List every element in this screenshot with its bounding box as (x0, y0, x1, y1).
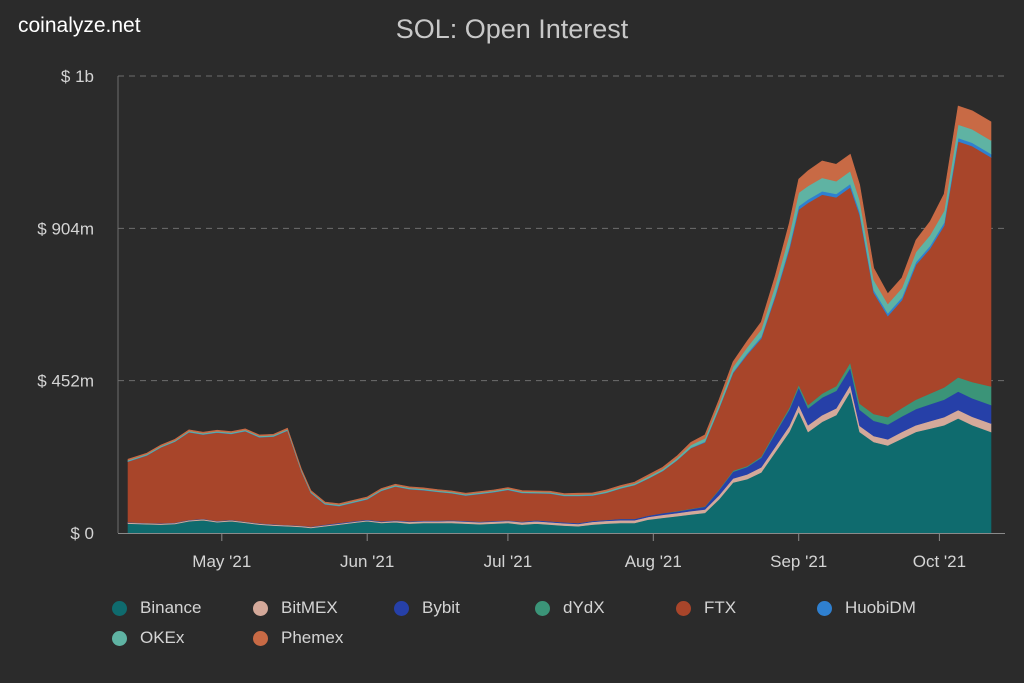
chart-title: SOL: Open Interest (395, 14, 629, 44)
legend-item-huobidm[interactable]: HuobiDM (817, 598, 958, 618)
x-tick-label: Aug '21 (625, 552, 682, 571)
legend-swatch-icon (112, 630, 127, 646)
x-tick-label: Jun '21 (340, 552, 394, 571)
y-tick-label: $ 0 (70, 524, 94, 543)
legend-swatch-icon (817, 600, 832, 616)
y-tick-label: $ 1b (61, 67, 94, 86)
legend-label: BitMEX (281, 598, 338, 617)
y-tick-label: $ 904m (37, 219, 94, 238)
legend-label: FTX (704, 598, 737, 617)
x-tick-label: Jul '21 (484, 552, 533, 571)
legend-label: Binance (140, 598, 202, 617)
stacked-areas (127, 105, 992, 534)
x-axis-ticks: May '21 Jun '21 Jul '21 Aug '21 Sep '21 Oct '… (192, 533, 966, 571)
legend-item-binance[interactable]: Binance (112, 598, 253, 618)
series-area-phemex (127, 105, 992, 505)
legend-swatch-icon (676, 600, 691, 616)
legend-item-bybit[interactable]: Bybit (394, 598, 535, 618)
legend-item-dydx[interactable]: dYdX (535, 598, 676, 618)
x-tick-label: May '21 (192, 552, 251, 571)
legend-swatch-icon (112, 600, 127, 616)
legend-item-okex[interactable]: OKEx (112, 628, 253, 648)
legend-swatch-icon (535, 600, 550, 616)
legend-label: dYdX (563, 598, 605, 617)
x-tick-label: Sep '21 (770, 552, 827, 571)
brand-watermark: coinalyze.net (18, 14, 141, 37)
y-axis-ticks: $ 0 $ 452m $ 904m $ 1b (37, 67, 94, 543)
x-tick-label: Oct '21 (913, 552, 966, 571)
legend-item-phemex[interactable]: Phemex (253, 628, 394, 648)
legend-label: Phemex (281, 628, 344, 647)
legend-swatch-icon (394, 600, 409, 616)
legend-label: OKEx (140, 628, 185, 647)
legend-item-ftx[interactable]: FTX (676, 598, 817, 618)
legend-label: Bybit (422, 598, 460, 617)
legend-item-bitmex[interactable]: BitMEX (253, 598, 394, 618)
legend-label: HuobiDM (845, 598, 916, 617)
y-tick-label: $ 452m (37, 372, 94, 391)
legend: Binance BitMEX Bybit dYdX FTX HuobiDM OKEx Phem… (112, 598, 992, 648)
legend-swatch-icon (253, 600, 268, 616)
legend-swatch-icon (253, 630, 268, 646)
